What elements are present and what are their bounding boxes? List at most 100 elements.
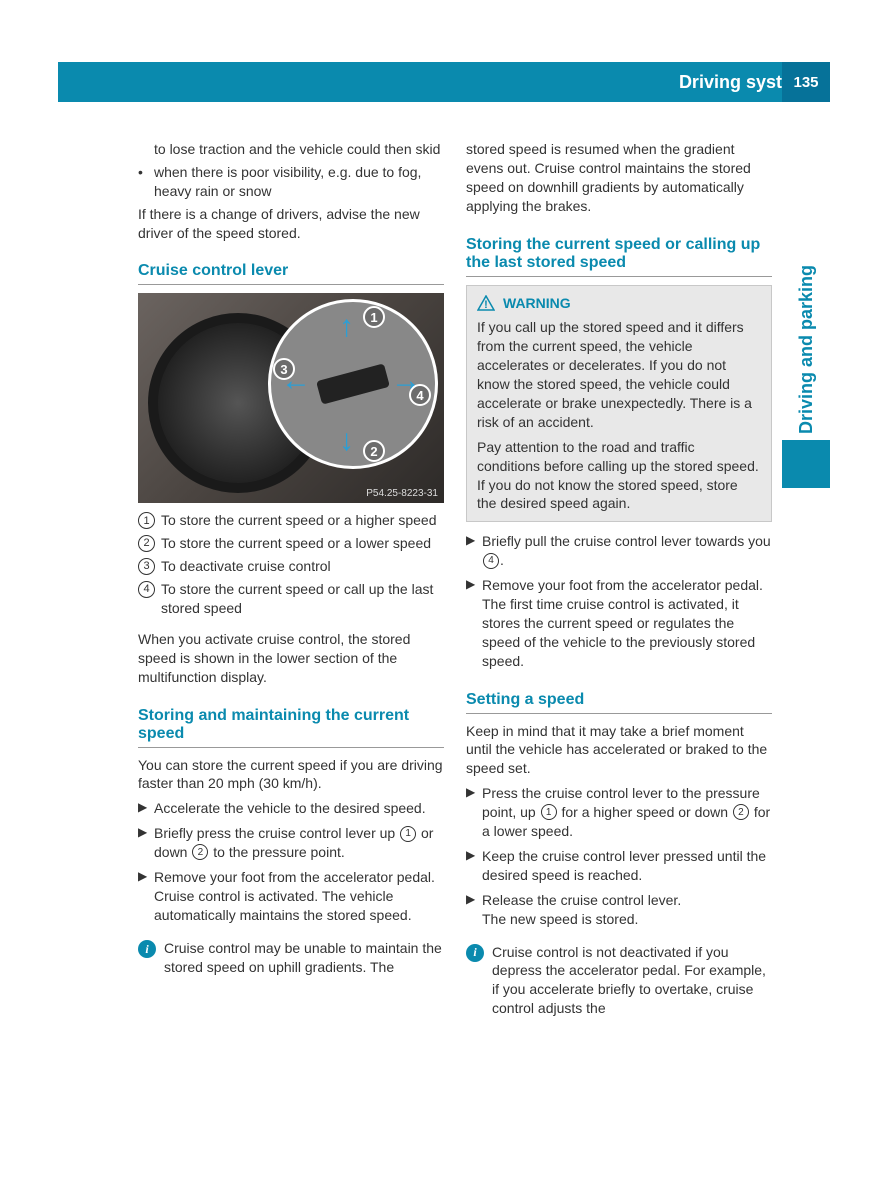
info-icon: i	[466, 944, 484, 962]
store-intro: You can store the current speed if you a…	[138, 756, 444, 794]
step-seg: to the pressure point.	[209, 844, 344, 860]
side-tab-block	[782, 440, 830, 488]
side-tab-label: Driving and parking	[782, 225, 830, 440]
left-column: to lose traction and the vehicle could t…	[138, 140, 444, 1018]
arrow-marker: ▶	[466, 532, 482, 570]
arrow-marker: ▶	[466, 891, 482, 929]
legend-row: 4 To store the current speed or call up …	[138, 580, 444, 618]
step-text: Keep the cruise control lever pressed un…	[482, 847, 772, 885]
step-text: Remove your foot from the accelerator pe…	[482, 576, 772, 670]
info-icon: i	[138, 940, 156, 958]
page-number: 135	[782, 62, 830, 102]
inline-ref-4: 4	[483, 553, 499, 569]
inline-ref-2: 2	[733, 804, 749, 820]
step-seg: for a higher speed or down	[558, 804, 732, 820]
warning-box: ! WARNING If you call up the stored spee…	[466, 285, 772, 523]
cruise-lever-figure: ↑ ↓ ← → 1 2 3 4 P54.25-8223-31	[138, 293, 444, 503]
inline-ref-1: 1	[400, 826, 416, 842]
legend-num-4: 4	[138, 581, 155, 598]
page-number-text: 135	[793, 74, 818, 91]
continuation-text: stored speed is resumed when the gradien…	[466, 140, 772, 216]
arrow-marker: ▶	[466, 784, 482, 841]
step-text: Briefly pull the cruise control lever to…	[482, 532, 772, 570]
arrow-down-icon: ↓	[339, 424, 354, 458]
step-text: Release the cruise control lever. The ne…	[482, 891, 681, 929]
lever-after: When you activate cruise control, the st…	[138, 630, 444, 687]
step-seg: Remove your foot from the accelerator pe…	[482, 576, 772, 595]
legend-row: 2 To store the current speed or a lower …	[138, 534, 444, 553]
legend-row: 1 To store the current speed or a higher…	[138, 511, 444, 530]
fig-callout-1: 1	[363, 306, 385, 328]
legend-num-1: 1	[138, 512, 155, 529]
legend-text: To store the current speed or a lower sp…	[161, 534, 431, 553]
info-text: Cruise control is not deactivated if you…	[492, 943, 772, 1019]
warning-triangle-icon: !	[477, 295, 495, 311]
figure-code: P54.25-8223-31	[366, 488, 438, 499]
step-seg: The new speed is stored.	[482, 910, 681, 929]
step-seg: Cruise control is activated. The vehicle…	[154, 887, 444, 925]
svg-text:!: !	[484, 299, 488, 311]
info-text: Cruise control may be unable to maintain…	[164, 939, 444, 977]
legend-row: 3 To deactivate cruise control	[138, 557, 444, 576]
info-row: i Cruise control may be unable to mainta…	[138, 939, 444, 977]
step-row: ▶ Keep the cruise control lever pressed …	[466, 847, 772, 885]
warning-para: If you call up the stored speed and it d…	[477, 318, 761, 431]
intro-bullet: • when there is poor visibility, e.g. du…	[138, 163, 444, 201]
legend-text: To store the current speed or a higher s…	[161, 511, 437, 530]
step-text: Briefly press the cruise control lever u…	[154, 824, 444, 862]
legend-text: To deactivate cruise control	[161, 557, 331, 576]
legend-text: To store the current speed or call up th…	[161, 580, 444, 618]
rule	[466, 713, 772, 714]
step-row: ▶ Briefly press the cruise control lever…	[138, 824, 444, 862]
lever-graphic	[316, 364, 390, 405]
legend-num-2: 2	[138, 535, 155, 552]
step-seg: Remove your foot from the accelerator pe…	[154, 868, 444, 887]
step-text: Accelerate the vehicle to the desired sp…	[154, 799, 426, 818]
section-callup: Storing the current speed or calling up …	[466, 236, 772, 272]
rule	[138, 284, 444, 285]
legend-num-3: 3	[138, 558, 155, 575]
step-row: ▶ Accelerate the vehicle to the desired …	[138, 799, 444, 818]
intro-bullet-text: when there is poor visibility, e.g. due …	[154, 163, 444, 201]
intro-bullet: to lose traction and the vehicle could t…	[138, 140, 444, 159]
warning-label: WARNING	[503, 294, 571, 313]
arrow-marker: ▶	[138, 799, 154, 818]
intro-after: If there is a change of drivers, advise …	[138, 205, 444, 243]
inline-ref-2: 2	[192, 844, 208, 860]
step-row: ▶ Release the cruise control lever. The …	[466, 891, 772, 929]
fig-callout-2: 2	[363, 440, 385, 462]
section-storing: Storing and maintaining the current spee…	[138, 707, 444, 743]
step-seg: .	[500, 552, 504, 568]
header-bar: Driving systems	[58, 62, 830, 102]
step-seg: Release the cruise control lever.	[482, 891, 681, 910]
arrow-marker: ▶	[138, 868, 154, 925]
rule	[138, 747, 444, 748]
step-seg: Briefly pull the cruise control lever to…	[482, 533, 771, 549]
bullet-marker: •	[138, 163, 154, 201]
step-row: ▶ Remove your foot from the accelerator …	[138, 868, 444, 925]
step-seg: Briefly press the cruise control lever u…	[154, 825, 399, 841]
step-row: ▶ Briefly pull the cruise control lever …	[466, 532, 772, 570]
right-column: stored speed is resumed when the gradien…	[466, 140, 772, 1018]
section-setting: Setting a speed	[466, 691, 772, 709]
info-row: i Cruise control is not deactivated if y…	[466, 943, 772, 1019]
intro-bullet-text: to lose traction and the vehicle could t…	[154, 140, 444, 159]
step-row: ▶ Press the cruise control lever to the …	[466, 784, 772, 841]
rule	[466, 276, 772, 277]
step-text: Press the cruise control lever to the pr…	[482, 784, 772, 841]
content-area: to lose traction and the vehicle could t…	[138, 140, 772, 1018]
fig-callout-4: 4	[409, 384, 431, 406]
warning-header: ! WARNING	[477, 294, 761, 313]
step-row: ▶ Remove your foot from the accelerator …	[466, 576, 772, 670]
step-seg: The first time cruise control is activat…	[482, 595, 772, 671]
step-text: Remove your foot from the accelerator pe…	[154, 868, 444, 925]
zoom-circle: ↑ ↓ ← → 1 2 3 4	[268, 299, 438, 469]
inline-ref-1: 1	[541, 804, 557, 820]
arrow-up-icon: ↑	[339, 310, 354, 344]
section-cruise-lever: Cruise control lever	[138, 262, 444, 280]
set-intro: Keep in mind that it may take a brief mo…	[466, 722, 772, 779]
arrow-marker: ▶	[466, 576, 482, 670]
arrow-marker: ▶	[466, 847, 482, 885]
arrow-marker: ▶	[138, 824, 154, 862]
side-tab: Driving and parking	[782, 225, 830, 490]
